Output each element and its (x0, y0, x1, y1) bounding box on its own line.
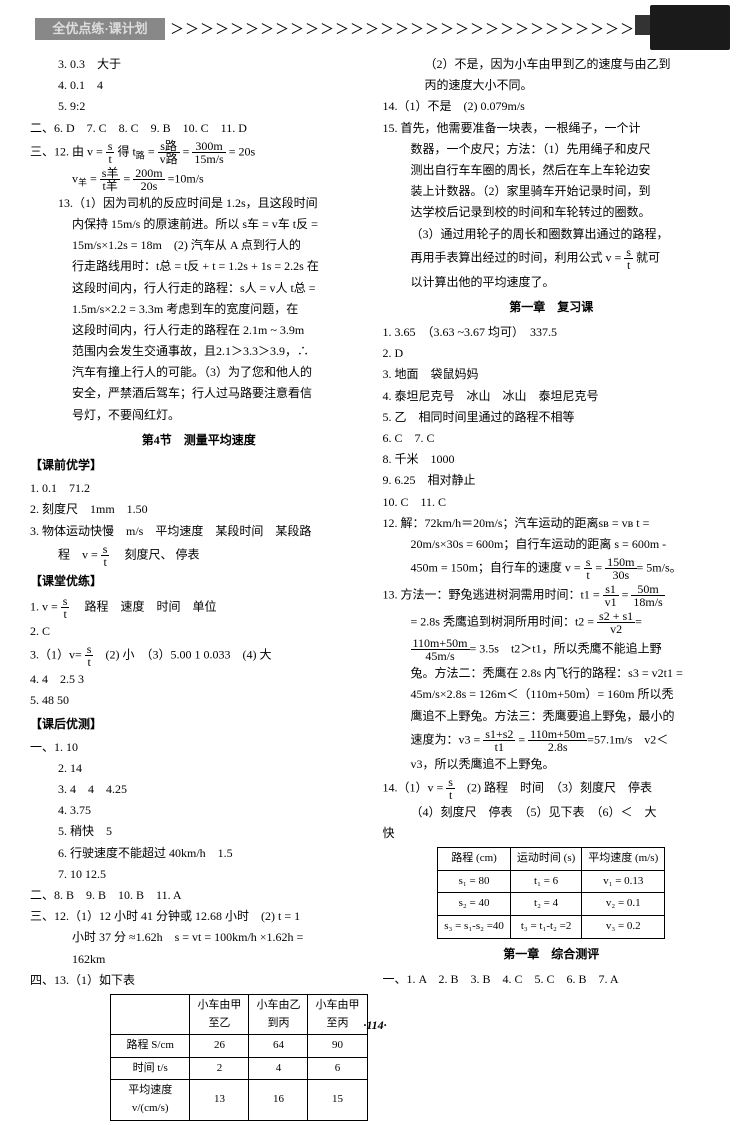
po-11: 162km (30, 950, 368, 969)
ans-12b: v羊 = s羊t羊 = 200m20s =10m/s (30, 167, 368, 192)
po-8: 二、8. B 9. B 10. B 11. A (30, 886, 368, 905)
pre-2: 2. 刻度尺 1mm 1.50 (30, 500, 368, 519)
v-2: 2. D (383, 344, 721, 363)
r-8: 达学校后记录到校的时间和车轮转过的圈数。 (383, 203, 721, 222)
cls-5: 5. 48 50 (30, 691, 368, 710)
ans-13-2: 内保持 15m/s 的原速前进。所以 s车 = v车 t反 = (30, 215, 368, 234)
ans-13-5: 这段时间内，行人行走的路程：s人 = v人 t总 = (30, 279, 368, 298)
ans-3: 3. 0.3 大于 (30, 55, 368, 74)
po-7: 7. 10 12.5 (30, 865, 368, 884)
table-1: 小车由甲至乙小车由乙到丙小车由甲至丙 路程 S/cm266490 时间 t/s2… (110, 994, 368, 1121)
ans-13-6: 1.5m/s×2.2 = 3.3m 考虑到车的宽度问题，在 (30, 300, 368, 319)
po-2: 2. 14 (30, 759, 368, 778)
header-blackboard-icon (650, 5, 730, 50)
ans-13-11: 号灯，不要闯红灯。 (30, 406, 368, 425)
ans-row2: 二、6. D 7. C 8. C 9. B 10. C 11. D (30, 119, 368, 138)
v-14a: 14.（1）v = st (2) 路程 时间 （3）刻度尺 停表 (383, 776, 721, 801)
po-12: 四、13.（1）如下表 (30, 971, 368, 990)
po-3: 3. 4 4 4.25 (30, 780, 368, 799)
ans-13-7: 这段时间内，行人行走的路程在 2.1m ~ 3.9m (30, 321, 368, 340)
v-13c: = 2.8s 秃鹰追到树洞所用时间：t2 = s2 + s1v2= (383, 610, 721, 635)
r-11: 以计算出他的平均速度了。 (383, 273, 721, 292)
v-8: 8. 千米 1000 (383, 450, 721, 469)
tst-1: 一、1. A 2. B 3. B 4. C 5. C 6. B 7. A (383, 970, 721, 989)
cls-1: 1. v = st 路程 速度 时间 单位 (30, 595, 368, 620)
po-10: 小时 37 分 ≈1.62h s = vt = 100km/h ×1.62h = (30, 928, 368, 947)
pre-3b: 程 v = st 刻度尺、 停表 (30, 543, 368, 568)
r-10: 再用手表算出经过的时间，利用公式 v = st 就可 (383, 246, 721, 271)
cls-3: 3.（1）v= st (2) 小 （3）5.00 1 0.033 (4) 大 (30, 643, 368, 668)
ans-13-4: 行走路线用时：t总 = t反 + t = 1.2s + 1s = 2.2s 在 (30, 257, 368, 276)
po-6: 6. 行驶速度不能超过 40km/h 1.5 (30, 844, 368, 863)
v-13j: 速度为：v3 = s1+s2t1 = 110m+50m2.8s=57.1m/s … (383, 728, 721, 753)
po-9: 三、12.（1）12 小时 41 分钟或 12.68 小时 (2) t = 1 (30, 907, 368, 926)
v-9: 9. 6.25 相对静止 (383, 471, 721, 490)
v-13g: 兔。方法二：秃鹰在 2.8s 内飞行的路程：s3 = v2t1 = (383, 664, 721, 683)
r-9: （3）通过用轮子的周长和圈数算出通过的路程， (383, 225, 721, 244)
section-4-title: 第4节 测量平均速度 (30, 431, 368, 450)
v-13m: v3，所以秃鹰追不上野兔。 (383, 755, 721, 774)
ans-12: 三、12. 由 v = st 得 t路 = s路v路 = 300m15m/s =… (30, 140, 368, 165)
cls-4: 4. 4 2.5 3 (30, 670, 368, 689)
page-header: 全优点练·课计划 ＞＞＞＞＞＞＞＞＞＞＞＞＞＞＞＞＞＞＞＞＞＞＞＞＞＞＞＞＞＞＞… (0, 0, 750, 50)
r-5: 数器，一个皮尺；方法：（1）先用绳子和皮尺 (383, 140, 721, 159)
v-13a: 13. 方法一：野兔逃进树洞需用时间：t1 = s1v1 = 50m18m/s (383, 583, 721, 608)
r-4: 15. 首先，他需要准备一块表，一根绳子，一个计 (383, 119, 721, 138)
left-column: 3. 0.3 大于 4. 0.1 4 5. 9:2 二、6. D 7. C 8.… (30, 55, 368, 1125)
ans-13-8: 范围内会发生交通事故，且2.1＞3.3＞3.9，∴ (30, 342, 368, 361)
pre-study-head: 【课前优学】 (30, 456, 368, 475)
ans-13-9: 汽车有撞上行人的可能。（3）为了您和他人的 (30, 363, 368, 382)
cls-2: 2. C (30, 622, 368, 641)
r-1: （2）不是，因为小车由甲到乙的速度与由乙到 (383, 55, 721, 74)
page-number: ·114· (0, 1016, 750, 1035)
ans-13-1: 13.（1）因为司机的反应时间是 1.2s，且这段时间 (30, 194, 368, 213)
pre-3a: 3. 物体运动快慢 m/s 平均速度 某段时间 某段路 (30, 522, 368, 541)
v-13h: 45m/s×2.8s = 126m＜（110m+50m）= 160m 所以秃 (383, 685, 721, 704)
ans-4: 4. 0.1 4 (30, 76, 368, 95)
v-13e: 110m+50m45m/s= 3.5s t2＞t1，所以秃鹰不能追上野 (383, 637, 721, 662)
r-3: 14.（1）不是 (2) 0.079m/s (383, 97, 721, 116)
v-4: 4. 泰坦尼克号 冰山 冰山 泰坦尼克号 (383, 387, 721, 406)
r-6: 测出自行车车圈的周长，然后在车上车轮边安 (383, 161, 721, 180)
content-columns: 3. 0.3 大于 4. 0.1 4 5. 9:2 二、6. D 7. C 8.… (0, 50, 750, 1125)
review-title: 第一章 复习课 (383, 298, 721, 317)
v-14c: （4）刻度尺 停表 （5）见下表 （6）＜ 大 (383, 803, 721, 822)
pre-1: 1. 0.1 71.2 (30, 479, 368, 498)
right-column: （2）不是，因为小车由甲到乙的速度与由乙到 丙的速度大小不同。 14.（1）不是… (383, 55, 721, 1125)
v-14d: 快 (383, 824, 721, 843)
po-5: 5. 稍快 5 (30, 822, 368, 841)
ans-13-3: 15m/s×1.2s = 18m (2) 汽车从 A 点到行人的 (30, 236, 368, 255)
v-12b: 20m/s×30s = 600m；自行车运动的距离 s = 600m - (383, 535, 721, 554)
po-4: 4. 3.75 (30, 801, 368, 820)
class-head: 【课堂优练】 (30, 572, 368, 591)
v-1: 1. 3.65 （3.63 ~3.67 均可） 337.5 (383, 323, 721, 342)
post-head: 【课后优测】 (30, 715, 368, 734)
v-12c: 450m = 150m；自行车的速度 v = st = 150m30s= 5m/… (383, 556, 721, 581)
r-7: 装上计数器。（2）家里骑车开始记录时间，到 (383, 182, 721, 201)
v-5: 5. 乙 相同时间里通过的路程不相等 (383, 408, 721, 427)
ans-13-10: 安全，严禁酒后驾车；行人过马路要注意看信 (30, 384, 368, 403)
v-6: 6. C 7. C (383, 429, 721, 448)
v-10: 10. C 11. C (383, 493, 721, 512)
test-title: 第一章 综合测评 (383, 945, 721, 964)
header-title-box: 全优点练·课计划 (35, 18, 165, 40)
header-chevrons: ＞＞＞＞＞＞＞＞＞＞＞＞＞＞＞＞＞＞＞＞＞＞＞＞＞＞＞＞＞＞＞＞ (170, 20, 650, 42)
v-13i: 鹰追不上野兔。方法三：秃鹰要追上野兔，最小的 (383, 707, 721, 726)
v-12a: 12. 解：72km/h＝20m/s；汽车运动的距离sв = vв t = (383, 514, 721, 533)
r-2: 丙的速度大小不同。 (383, 76, 721, 95)
po-1: 一、1. 10 (30, 738, 368, 757)
ans-5: 5. 9:2 (30, 97, 368, 116)
table-2: 路程 (cm)运动时间 (s)平均速度 (m/s) s₁ = 80t₁ = 6v… (437, 847, 665, 938)
v-3: 3. 地面 袋鼠妈妈 (383, 365, 721, 384)
